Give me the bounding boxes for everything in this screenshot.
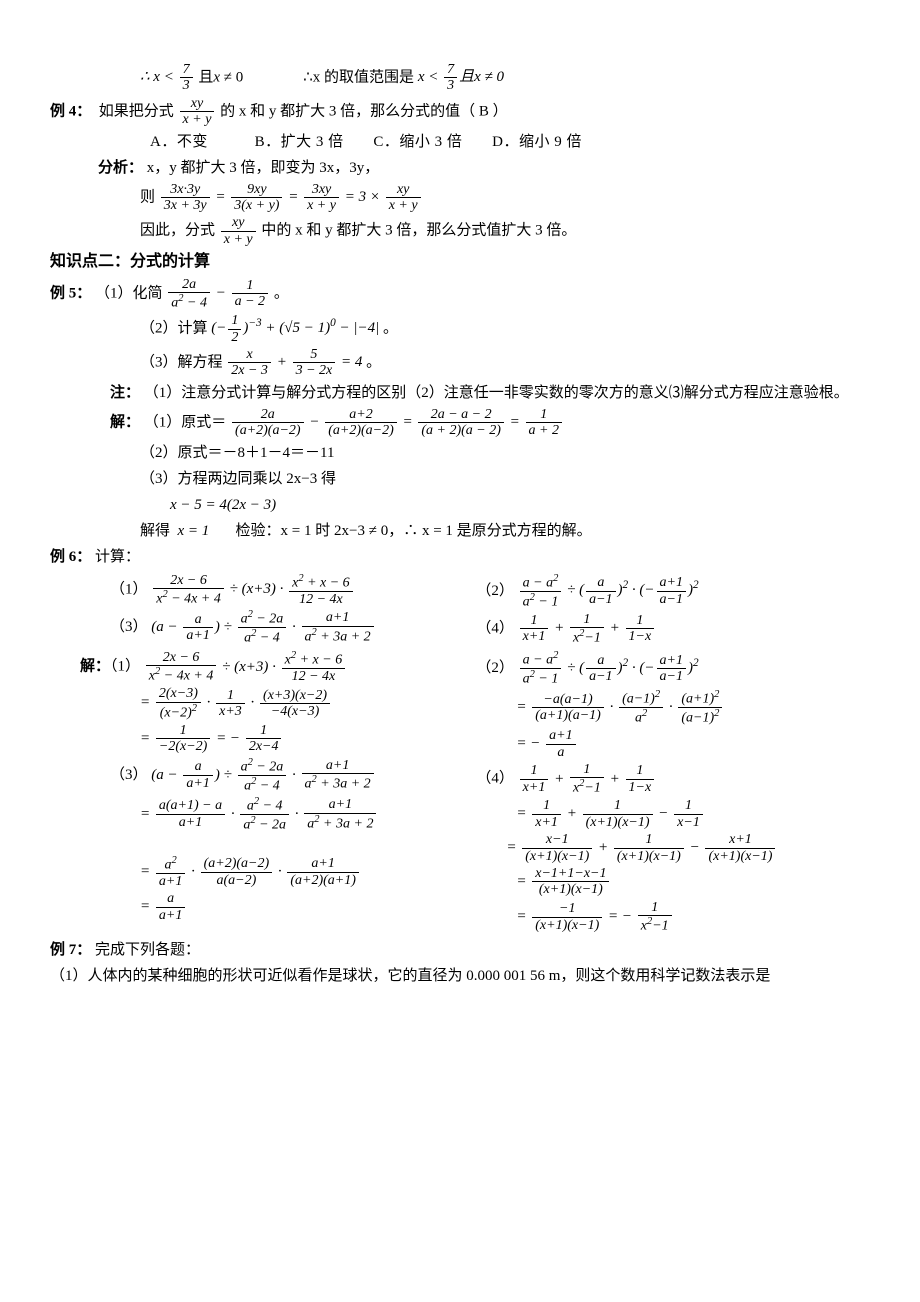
ex5-sol3a: （3）方程两边同乘以 2x−3 得: [50, 467, 870, 491]
top-right-expr: x < 73且x ≠ 0: [418, 69, 504, 85]
ex5-note: 注： （1）注意分式计算与解分式方程的区别（2）注意任一非零实数的零次方的意义⑶…: [50, 381, 870, 405]
ex5-sol3c-check: 检验：x = 1 时 2x−3 ≠ 0，∴ x = 1 是原分式方程的解。: [236, 523, 592, 539]
ex5-sol1-pre: （1）原式＝: [144, 414, 227, 430]
ex6-s2-l3: = − a+1a: [476, 728, 870, 760]
ex6-s3-l3: = a2a+1 · (a+2)(a−2)a(a−2) · a+1(a+2)(a+…: [50, 855, 476, 889]
top-right-prefix: ∴x 的取值范围是: [303, 69, 414, 85]
ex6-title: 计算：: [95, 549, 140, 565]
ex5-sol3b: x − 5 = 4(2x − 3): [50, 493, 870, 517]
ex4-analysis-label: 分析：: [98, 160, 143, 176]
ex4-zhe: 则: [140, 189, 155, 205]
ex5-label: 例 5：: [50, 285, 91, 301]
ex6-s2-l2: = −a(a−1)(a+1)(a−1) · (a−1)2a2 · (a+1)2(…: [476, 689, 870, 726]
ex4-label: 例 4：: [50, 103, 91, 119]
ex5-p2: （2）计算 (−12)−3 + (√5 − 1)0 − |−4| 。: [50, 313, 870, 345]
ex5-p3-label: （3）解方程: [140, 354, 223, 370]
ex6-s1-l2: = 2(x−3)(x−2)2 · 1x+3 · (x+3)(x−2)−4(x−3…: [50, 686, 476, 720]
ex4-conc-post: 中的 x 和 y 都扩大 3 倍，那么分式值扩大 3 倍。: [261, 223, 576, 239]
ex5-sol3c-pre: 解得: [140, 523, 170, 539]
ex6-s1-l3: = 1−2(x−2) = − 12x−4: [50, 723, 476, 755]
ex6-s4-l3: = x−1(x+1)(x−1) + 1(x+1)(x−1) − x+1(x+1)…: [476, 832, 870, 864]
ex6-s4-l1: （4） 1x+1 + 1x2−1 + 11−x: [476, 762, 870, 796]
ex6-header: 例 6： 计算：: [50, 545, 870, 569]
ex5-p1-label: （1）化简: [95, 285, 163, 301]
ex6-solutions: 解：（1） 2x − 6x2 − 4x + 4 ÷ (x+3) · x2 + x…: [50, 648, 870, 936]
ex7-label: 例 7：: [50, 942, 91, 958]
ex4-row: 例 4： 如果把分式 xyx + y 的 x 和 y 都扩大 3 倍，那么分式的…: [50, 96, 870, 128]
top-constraint-row: ∴ x < 73 且x ≠ 0 ∴x 的取值范围是 x < 73且x ≠ 0: [50, 62, 870, 94]
ex4-prompt-pre: 如果把分式: [99, 103, 174, 119]
ex4-conclusion: 因此，分式 xyx + y 中的 x 和 y 都扩大 3 倍，那么分式值扩大 3…: [50, 215, 870, 247]
ex6-s3-l1: （3） (a − aa+1) ÷ a2 − 2aa2 − 4 · a+1a2 +…: [50, 757, 476, 794]
ex6-sol-start: 解：（1） 2x − 6x2 − 4x + 4 ÷ (x+3) · x2 + x…: [50, 650, 476, 684]
ex6-p3: （3） (a − aa+1) ÷ a2 − 2aa2 − 4 · a+1a2 +…: [50, 609, 476, 646]
choice-c: C．缩小 3 倍: [373, 134, 462, 150]
ex4-frac: xyx + y: [180, 96, 215, 128]
ex5-sol-label: 解：: [110, 414, 140, 430]
ex5-note-text: （1）注意分式计算与解分式方程的区别（2）注意任一非零实数的零次方的意义⑶解分式…: [144, 385, 849, 401]
ex6-s4-l5: = −1(x+1)(x−1) = − 1x2−1: [476, 900, 870, 934]
ex7-p1: （1）人体内的某种细胞的形状可近似看作是球状，它的直径为 0.000 001 5…: [50, 964, 870, 988]
ex5-p1: 例 5： （1）化简 2aa2 − 4 − 1a − 2 。: [50, 277, 870, 311]
choice-a: A．不变: [150, 134, 208, 150]
ex5-p2-label: （2）计算: [140, 320, 208, 336]
ex4-analysis-text: x，y 都扩大 3 倍，即变为 3x，3y，: [147, 160, 380, 176]
kp2-title: 知识点二：分式的计算: [50, 249, 870, 275]
ex6-s3-l2: = a(a+1) − aa+1 · a2 − 4a2 − 2a · a+1a2 …: [50, 796, 476, 833]
choice-b: B．扩大 3 倍: [255, 134, 344, 150]
ex6-s4-l4: = x−1+1−x−1(x+1)(x−1): [476, 866, 870, 898]
ex5-sol3a-text: （3）方程两边同乘以 2x−3 得: [140, 471, 336, 487]
ex6-problems: （1） 2x − 6x2 − 4x + 4 ÷ (x+3) · x2 + x −…: [50, 571, 870, 649]
ex6-s3-l4: = aa+1: [50, 891, 476, 923]
ex7-title: 完成下列各题：: [95, 942, 200, 958]
choice-d: D．缩小 9 倍: [492, 134, 582, 150]
ex5-note-label: 注：: [110, 385, 140, 401]
ex6-p1: （1） 2x − 6x2 − 4x + 4 ÷ (x+3) · x2 + x −…: [50, 573, 476, 607]
ex4-prompt-post: 的 x 和 y 都扩大 3 倍，那么分式的值（ B ）: [220, 103, 508, 119]
ex5-sol1: 解： （1）原式＝ 2a(a+2)(a−2) − a+2(a+2)(a−2) =…: [50, 407, 870, 439]
ex6-label: 例 6：: [50, 549, 91, 565]
ex6-s2-l1: （2） a − a2a2 − 1 ÷ (aa−1)2 · (−a+1a−1)2: [476, 650, 870, 687]
ex4-conc-pre: 因此，分式: [140, 223, 215, 239]
ex4-analysis: 分析： x，y 都扩大 3 倍，即变为 3x，3y，: [50, 156, 870, 180]
ex6-s4-l2: = 1x+1 + 1(x+1)(x−1) − 1x−1: [476, 798, 870, 830]
ex7-header: 例 7： 完成下列各题：: [50, 938, 870, 962]
ex4-chain: 则 3x·3y3x + 3y = 9xy3(x + y) = 3xyx + y …: [50, 182, 870, 214]
ex5-p3: （3）解方程 x2x − 3 + 53 − 2x = 4 。: [50, 347, 870, 379]
ex6-p4: （4） 1x+1 + 1x2−1 + 11−x: [476, 612, 870, 646]
ex4-choices: A．不变 B．扩大 3 倍 C．缩小 3 倍 D．缩小 9 倍: [50, 130, 870, 154]
ex6-sol-label: 解：: [80, 659, 110, 675]
ex5-sol3c-mid: x = 1: [174, 523, 232, 539]
ex6-p2: （2） a − a2a2 − 1 ÷ (aa−1)2 · (−a+1a−1)2: [476, 573, 870, 610]
ex5-sol2: （2）原式＝－8＋1－4＝－11: [50, 441, 870, 465]
top-left-post: 且x ≠ 0: [198, 69, 243, 85]
top-left-expr: ∴ x < 73: [140, 69, 198, 85]
ex5-sol3c: 解得 x = 1 检验：x = 1 时 2x−3 ≠ 0，∴ x = 1 是原分…: [50, 519, 870, 543]
